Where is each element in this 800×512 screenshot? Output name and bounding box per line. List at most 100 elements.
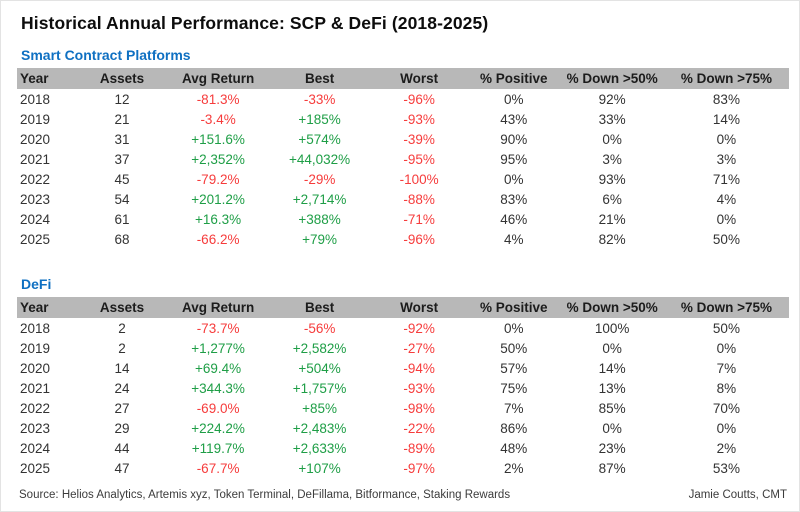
table-cell: +85% [302, 400, 338, 416]
table-cell: 0% [503, 320, 524, 336]
scp-table-header: Year Assets Avg Return Best Worst% Positive%… [17, 68, 789, 89]
table-cell: 57% [500, 360, 528, 376]
table-row: 2024 61 +16.3% +388% -71% 46% 21% 0% [17, 209, 789, 229]
table-cell: -89% [403, 440, 435, 456]
table-cell: -96% [403, 91, 435, 107]
table-cell: 2018 [20, 91, 51, 107]
column-header: Best [267, 297, 372, 318]
section-title-defi: DeFi [21, 276, 52, 292]
table-cell: -22% [403, 420, 435, 436]
section-smart-contract-platforms: Smart Contract Platforms Year Assets Avg R… [17, 47, 789, 249]
table-cell: 2 [118, 340, 126, 356]
table-cell: +224.2% [191, 420, 245, 436]
table-cell: 0% [602, 131, 622, 147]
table-cell: 13% [598, 380, 626, 396]
column-header: % Down >50% [560, 297, 664, 318]
source-note: Source: Helios Analytics, Artemis xyz, T… [19, 489, 511, 501]
table-cell: 95% [500, 151, 528, 167]
table-cell: 12 [114, 91, 130, 107]
table-cell: +504% [298, 360, 341, 376]
table-cell: +1,757% [292, 380, 347, 396]
table-cell: +79% [302, 231, 338, 247]
table-cell: 24 [114, 380, 130, 396]
column-header: % Down >75% [663, 68, 789, 89]
table-cell: 2025 [20, 231, 51, 247]
table-cell: 43% [500, 111, 528, 127]
table-cell: 21% [598, 211, 626, 227]
table-row: 2021 37 +2,352% +44,032% -95% 95% 3% 3% [17, 149, 789, 169]
table-cell: 3% [602, 151, 622, 167]
column-header: Assets [75, 68, 169, 89]
table-cell: +1,277% [191, 340, 245, 356]
table-cell: +107% [298, 460, 341, 476]
table-cell: -29% [303, 171, 336, 187]
table-cell: 86% [500, 420, 528, 436]
table-cell: -67.7% [196, 460, 240, 476]
table-cell: 45 [114, 171, 130, 187]
column-header: % Positive [467, 68, 561, 89]
table-cell: -97% [403, 460, 435, 476]
table-cell: 82% [598, 231, 626, 247]
table-cell: +185% [298, 111, 341, 127]
table-cell: 2024 [20, 440, 51, 456]
table-cell: 2022 [20, 400, 51, 416]
table-row: 2018 2 -73.7% -56% -92% 0% 100% 50% [17, 318, 789, 338]
table-cell: 2020 [20, 360, 51, 376]
table-cell: 8% [716, 380, 737, 396]
table-row: 2020 14 +69.4% +504% -94% 57% 14% 7% [17, 358, 789, 378]
page-title: Historical Annual Performance: SCP & DeF… [21, 13, 489, 33]
table-cell: 47 [114, 460, 130, 476]
table-cell: -92% [403, 320, 435, 336]
table-row: 2025 68 -66.2% +79% -96% 4% 82% 50% [17, 229, 789, 249]
table-cell: 14 [114, 360, 130, 376]
table-cell: 2 [118, 320, 126, 336]
table-cell: 29 [114, 420, 130, 436]
table-cell: 4% [716, 191, 737, 207]
table-cell: -79.2% [196, 171, 240, 187]
table-cell: 2023 [20, 420, 51, 436]
column-header: % Down >75% [663, 297, 789, 318]
table-cell: -69.0% [196, 400, 240, 416]
table-cell: 0% [716, 211, 737, 227]
table-cell: -98% [403, 400, 435, 416]
table-cell: 85% [598, 400, 626, 416]
table-cell: -71% [403, 211, 435, 227]
table-cell: -3.4% [200, 111, 236, 127]
table-cell: 0% [716, 340, 737, 356]
table-cell: +574% [298, 131, 341, 147]
table-cell: 7% [503, 400, 524, 416]
column-header: Worst [371, 297, 468, 318]
column-header: % Positive [467, 297, 561, 318]
table-cell: 27 [114, 400, 130, 416]
table-cell: 87% [598, 460, 626, 476]
table-cell: +44,032% [289, 151, 351, 167]
table-cell: -88% [403, 191, 435, 207]
table-cell: 71% [712, 171, 740, 187]
table-cell: +344.3% [191, 380, 245, 396]
table-cell: 0% [716, 420, 737, 436]
section-title-scp: Smart Contract Platforms [21, 47, 191, 63]
table-cell: +2,714% [292, 191, 347, 207]
table-cell: 2019 [20, 111, 51, 127]
table-cell: 2018 [20, 320, 51, 336]
table-row: 2018 12 -81.3% -33% -96% 0% 92% 83% [17, 89, 789, 109]
table-cell: +2,582% [292, 340, 347, 356]
table-cell: 6% [602, 191, 622, 207]
table-cell: +388% [298, 211, 341, 227]
author-credit: Jamie Coutts, CMT [688, 489, 787, 501]
table-cell: +119.7% [191, 440, 245, 456]
table-cell: 2025 [20, 460, 51, 476]
table-cell: 4% [503, 231, 524, 247]
table-cell: +2,633% [292, 440, 347, 456]
table-cell: 0% [503, 171, 524, 187]
table-cell: -39% [403, 131, 435, 147]
table-row: 2020 31 +151.6% +574% -39% 90% 0% 0% [17, 129, 789, 149]
table-cell: 68 [114, 231, 130, 247]
table-cell: -56% [303, 320, 336, 336]
table-row: 2023 29 +224.2% +2,483% -22% 86% 0% 0% [17, 418, 789, 438]
table-cell: 83% [500, 191, 528, 207]
table-row: 2021 24 +344.3% +1,757% -93% 75% 13% 8% [17, 378, 789, 398]
table-cell: 54 [114, 191, 130, 207]
column-header: Best [267, 68, 372, 89]
table-row: 2019 2 +1,277% +2,582% -27% 50% 0% 0% [17, 338, 789, 358]
